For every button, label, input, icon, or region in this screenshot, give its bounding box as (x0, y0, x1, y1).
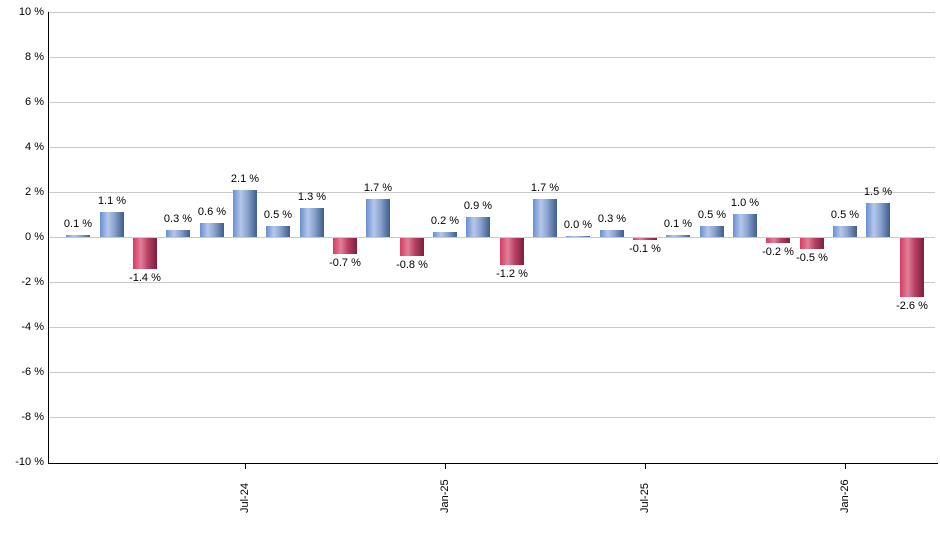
bar-negative (333, 238, 357, 254)
x-axis-tick-label: Jul-25 (639, 483, 651, 513)
bar-negative (800, 238, 824, 249)
bar-positive (100, 212, 124, 237)
gridline (48, 372, 935, 373)
x-axis-tick-label: Jan-26 (839, 479, 851, 513)
bar-value-label: 0.5 % (263, 209, 293, 221)
y-axis-tick-label: -6 % (21, 366, 44, 378)
bar-negative (500, 238, 524, 265)
gridline (48, 12, 935, 13)
bar-positive (733, 214, 757, 237)
y-axis-tick-label: -4 % (21, 321, 44, 333)
bar-value-label: 0.2 % (430, 215, 460, 227)
bar-value-label: 0.6 % (197, 206, 227, 218)
bar-value-label: -0.2 % (762, 246, 794, 258)
gridline (48, 282, 935, 283)
bar-value-label: 0.3 % (597, 213, 627, 225)
bar-positive (300, 208, 324, 237)
bar-value-label: 1.1 % (97, 195, 127, 207)
bar-value-label: 2.1 % (230, 173, 260, 185)
bar-value-label: -0.7 % (329, 257, 361, 269)
y-axis-tick-label: -2 % (21, 276, 44, 288)
gridline (48, 57, 935, 58)
y-axis-tick-label: 6 % (25, 96, 44, 108)
bar-positive (700, 226, 724, 237)
bar-value-label: -2.6 % (896, 300, 928, 312)
bar-value-label: 0.5 % (830, 209, 860, 221)
bar-positive (266, 226, 290, 237)
x-axis-tick (845, 464, 846, 469)
bar-value-label: 0.1 % (663, 218, 693, 230)
y-axis-tick-label: 0 % (25, 231, 44, 243)
bar-negative (133, 238, 157, 269)
bar-value-label: -0.5 % (796, 252, 828, 264)
y-axis-tick-label: -8 % (21, 411, 44, 423)
bar-value-label: -1.4 % (129, 272, 161, 284)
bar-value-label: 1.7 % (530, 182, 560, 194)
y-axis-tick-label: 10 % (18, 6, 44, 18)
bar-negative (633, 238, 657, 240)
bar-positive (66, 235, 90, 237)
y-axis-line (48, 12, 49, 464)
y-axis-tick-label: -10 % (15, 456, 44, 468)
bar-value-label: 1.0 % (730, 197, 760, 209)
bar-value-label: 1.7 % (363, 182, 393, 194)
bar-positive (866, 203, 890, 237)
bar-value-label: -0.8 % (396, 259, 428, 271)
bar-positive (366, 199, 390, 237)
bar-value-label: 1.5 % (863, 186, 893, 198)
gridline (48, 327, 935, 328)
bar-negative (400, 238, 424, 256)
bar-value-label: 0.3 % (163, 213, 193, 225)
bar-positive (166, 230, 190, 237)
bar-positive (233, 190, 257, 237)
bar-value-label: 0.9 % (463, 200, 493, 212)
x-axis-tick-label: Jan-25 (439, 479, 451, 513)
bar-positive (566, 236, 590, 237)
bar-value-label: 0.0 % (563, 219, 593, 231)
bar-value-label: 0.5 % (697, 209, 727, 221)
x-axis-line (48, 463, 938, 464)
x-axis-tick (245, 464, 246, 469)
bar-value-label: -0.1 % (629, 243, 661, 255)
gridline (48, 417, 935, 418)
bar-positive (433, 232, 457, 237)
bar-positive (533, 199, 557, 237)
bar-value-label: 0.1 % (63, 218, 93, 230)
bar-positive (466, 217, 490, 237)
gridline (48, 192, 935, 193)
bar-negative (766, 238, 790, 243)
y-axis-tick-label: 4 % (25, 141, 44, 153)
x-axis-tick-label: Jul-24 (239, 483, 251, 513)
x-axis-tick (445, 464, 446, 469)
gridline (48, 147, 935, 148)
bar-positive (833, 226, 857, 237)
y-axis-tick-label: 2 % (25, 186, 44, 198)
x-axis-tick (645, 464, 646, 469)
bar-positive (600, 230, 624, 237)
bar-value-label: -1.2 % (496, 268, 528, 280)
bar-negative (900, 238, 924, 297)
gridline (48, 102, 935, 103)
gridline (48, 237, 935, 238)
y-axis-tick-label: 8 % (25, 51, 44, 63)
bar-positive (666, 235, 690, 237)
bar-positive (200, 223, 224, 237)
bar-value-label: 1.3 % (297, 191, 327, 203)
